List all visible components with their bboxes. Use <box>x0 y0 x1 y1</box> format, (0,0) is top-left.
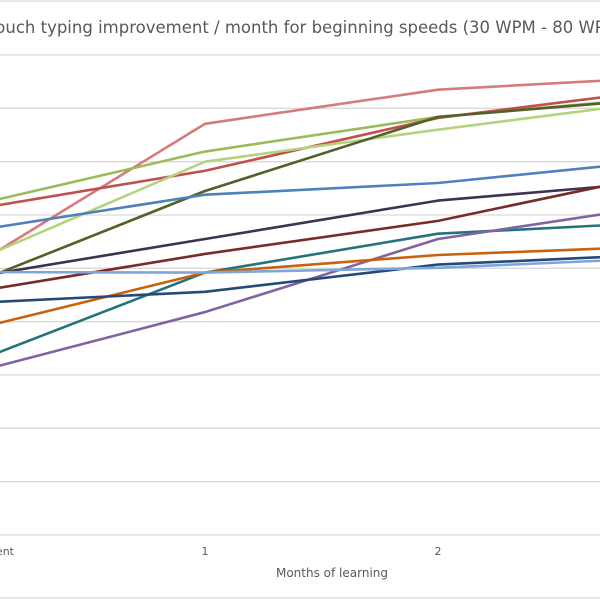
x-tick-label: Current <box>0 545 15 558</box>
series-line-6 <box>0 165 600 228</box>
series-lines <box>0 79 600 367</box>
series-line-10 <box>0 213 600 367</box>
series-line-7 <box>0 185 600 275</box>
x-tick-label: 2 <box>435 545 442 558</box>
series-line-1 <box>0 79 600 252</box>
series-line-11 <box>0 247 600 325</box>
series-line-9 <box>0 224 600 354</box>
x-axis-label: Months of learning <box>276 566 388 580</box>
x-tick-labels: Current123 <box>0 545 442 558</box>
gridlines <box>0 54 600 536</box>
x-tick-label: 1 <box>202 545 209 558</box>
series-line-12 <box>0 255 600 303</box>
series-line-3 <box>0 96 600 207</box>
chart-title: Touch typing improvement / month for beg… <box>0 18 600 37</box>
series-line-13 <box>0 259 600 274</box>
series-line-5 <box>0 102 600 275</box>
